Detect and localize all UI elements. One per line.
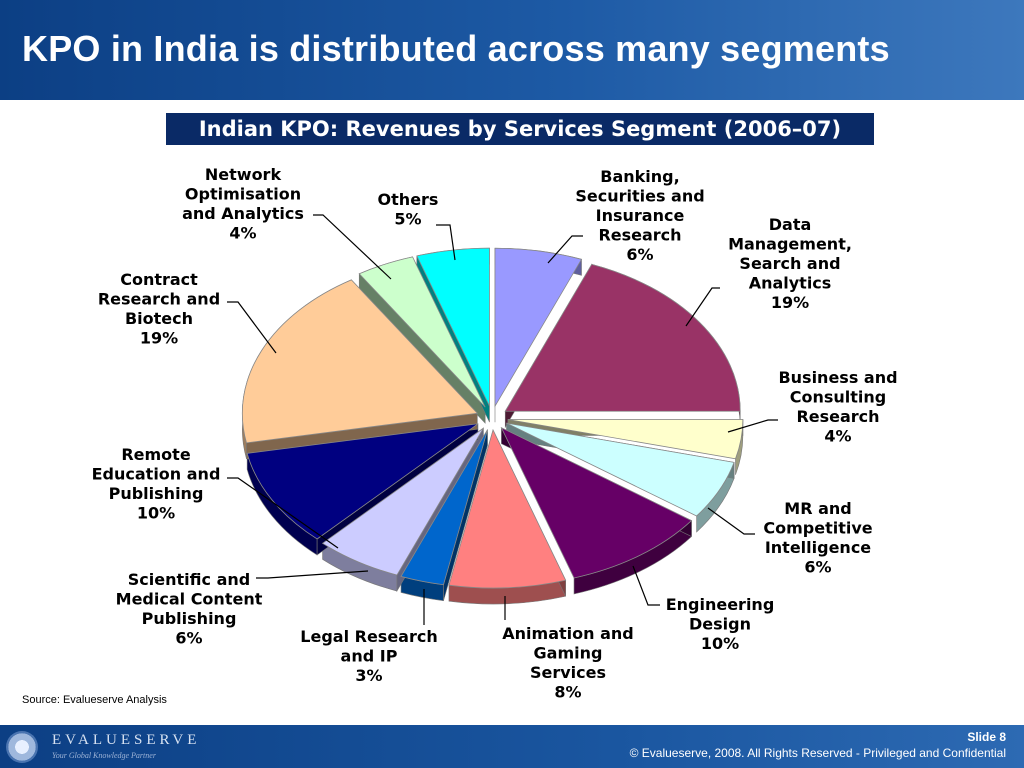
slice-label-line: and IP xyxy=(341,647,398,666)
leader-line xyxy=(436,224,456,261)
slice-label: Banking, Securities and Insurance Research 6… xyxy=(575,167,704,264)
slide-number: Slide 8 xyxy=(967,730,1006,744)
pie-slice xyxy=(241,279,479,444)
slice-label-line: Contract xyxy=(120,270,198,289)
slice-label-line: Securities and xyxy=(575,187,704,206)
slice-value: 6% xyxy=(804,558,831,577)
slice-label: MR and Competitive Intelligence 6% xyxy=(763,499,872,577)
slice-label-line: Engineering xyxy=(666,595,775,614)
slice-value: 5% xyxy=(394,210,421,229)
slice-label-line: Gaming xyxy=(534,644,603,663)
slice-label-line: Search and xyxy=(739,254,840,273)
slice-label: Remote Education and Publishing 10% xyxy=(92,445,221,523)
slice-label: Business and Consulting Research 4% xyxy=(778,368,897,446)
logo-tagline: Your Global Knowledge Partner xyxy=(52,751,156,760)
copyright-text: © Evalueserve, 2008. All Rights Reserved… xyxy=(629,746,1006,760)
leader-line xyxy=(227,477,339,549)
slice-label-line: Research and xyxy=(98,290,220,309)
slice-label-line: MR and xyxy=(784,499,851,518)
slice-label-line: Data xyxy=(769,215,812,234)
slice-label-line: Optimisation xyxy=(185,185,301,204)
logo-text: EVALUESERVE xyxy=(52,732,201,748)
leader-line xyxy=(685,287,720,327)
chart-title: Indian KPO: Revenues by Services Segment… xyxy=(166,113,874,145)
slice-label-line: Research xyxy=(598,226,681,245)
slice-value: 10% xyxy=(137,504,175,523)
slice-label-line: and Analytics xyxy=(182,204,304,223)
pie-label-group: Banking, Securities and Insurance Research 6… xyxy=(92,165,898,702)
slice-label: Network Optimisation and Analytics 4% xyxy=(182,165,304,243)
leader-line xyxy=(547,235,583,264)
pie-slice xyxy=(358,256,486,408)
pie-slice xyxy=(246,423,479,540)
header-bar: KPO in India is distributed across many … xyxy=(0,0,1024,100)
slice-label-line: Competitive xyxy=(763,519,872,538)
slice-value: 6% xyxy=(175,629,202,648)
slice-label-line: Design xyxy=(689,615,751,634)
pie-slice xyxy=(400,429,488,586)
pie-slice xyxy=(494,247,583,408)
slice-label-line: Education and xyxy=(92,465,221,484)
slice-label: Data Management, Search and Analytics 19% xyxy=(728,215,852,312)
slice-label-line: Medical Content xyxy=(116,590,263,609)
pie-slice xyxy=(448,428,567,589)
slice-label-line: Publishing xyxy=(109,484,204,503)
slice-label: Animation and Gaming Services 8% xyxy=(502,624,633,702)
footer-bar: EVALUESERVE Your Global Knowledge Partne… xyxy=(0,725,1024,768)
leader-line xyxy=(632,565,660,606)
slice-value: 4% xyxy=(824,427,851,446)
leader-line xyxy=(313,214,392,280)
slice-value: 19% xyxy=(771,293,809,312)
source-note: Source: Evalueserve Analysis xyxy=(22,694,167,706)
leader-line xyxy=(227,301,277,354)
leader-line xyxy=(256,570,369,579)
slice-label-line: Biotech xyxy=(125,309,193,328)
evalueserve-logo-icon xyxy=(6,731,38,763)
slice-label: Others 5% xyxy=(378,190,439,229)
slice-label-line: Publishing xyxy=(142,609,237,628)
slice-label-line: Network xyxy=(205,165,282,184)
slice-label-line: Research xyxy=(796,407,879,426)
slice-label-line: Management, xyxy=(728,235,852,254)
slice-label-line: Consulting xyxy=(790,388,887,407)
slice-value: 10% xyxy=(701,634,739,653)
slice-label: Scientific and Medical Content Publishing 6… xyxy=(116,570,263,648)
slice-label-line: Legal Research xyxy=(300,627,437,646)
slice-label: Contract Research and Biotech 19% xyxy=(98,270,220,348)
slice-value: 8% xyxy=(554,683,581,702)
slice-label-line: Animation and xyxy=(502,624,633,643)
slice-label-line: Business and xyxy=(778,368,897,387)
pie-slice xyxy=(416,247,490,407)
slice-label-line: Scientific and xyxy=(128,570,250,589)
slice-label-line: Insurance xyxy=(596,206,685,225)
leader-line xyxy=(727,419,778,433)
leader-line xyxy=(707,507,755,535)
slice-label-line: Remote xyxy=(121,445,190,464)
pie-slice xyxy=(504,263,741,412)
slice-label-line: Others xyxy=(378,190,439,209)
slice-label-line: Analytics xyxy=(749,274,832,293)
slice-value: 6% xyxy=(626,245,653,264)
slice-label-line: Banking, xyxy=(600,167,679,186)
slice-label-line: Intelligence xyxy=(765,538,871,557)
slice-value: 4% xyxy=(229,224,256,243)
pie-slice xyxy=(507,419,744,460)
slice-label: Engineering Design 10% xyxy=(666,595,775,653)
pie-slice xyxy=(321,427,484,576)
pie-slice xyxy=(500,426,693,579)
slice-value: 3% xyxy=(355,666,382,685)
slice-value: 19% xyxy=(140,329,178,348)
slide-title: KPO in India is distributed across many … xyxy=(22,28,890,69)
pie-slice xyxy=(506,422,735,517)
slice-label-line: Services xyxy=(530,663,606,682)
slice-label: Legal Research and IP 3% xyxy=(300,627,437,685)
pie-top-group xyxy=(241,247,744,589)
